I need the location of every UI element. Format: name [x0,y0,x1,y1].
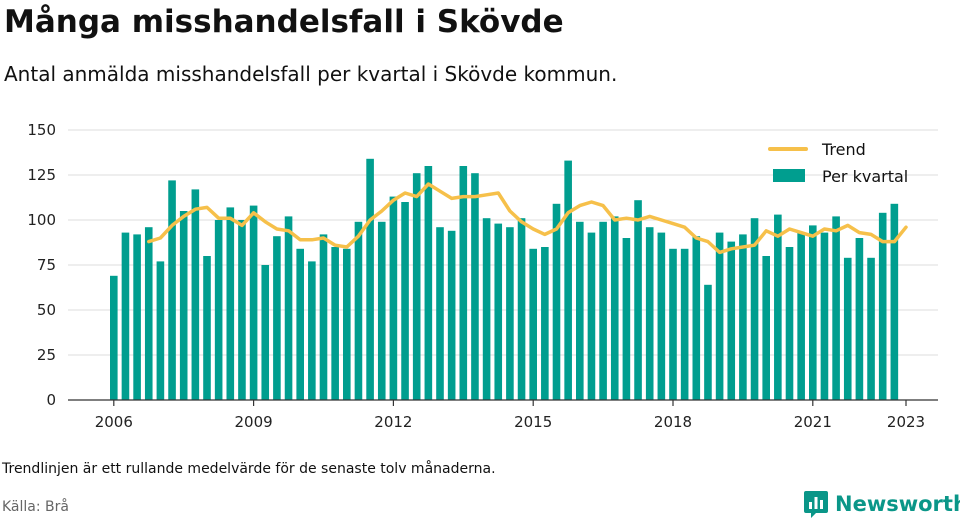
newsworthy-logo-icon [804,491,828,518]
bar [843,257,852,400]
bar [238,220,246,400]
chart-title: Många misshandelsfall i Skövde [4,4,564,40]
bar [610,216,619,400]
y-tick-label: 0 [46,391,56,409]
bar [412,173,421,400]
bar [296,248,304,400]
bar [890,203,899,400]
bars-per-kvartal [110,158,899,400]
bar [436,227,444,400]
y-tick-label: 25 [37,346,56,364]
bar [389,196,398,400]
bar [319,234,328,400]
bar [750,218,759,400]
bar [715,232,724,400]
bar [249,205,258,400]
bar [552,203,561,400]
bar [226,207,235,400]
bar [529,248,537,400]
bar [669,248,677,400]
bar [214,220,223,400]
x-tick-label: 2009 [235,413,273,431]
y-tick-label: 100 [27,211,56,229]
bar [517,218,526,400]
legend-bar-label: Per kvartal [822,167,908,186]
bar [599,221,607,400]
bar [506,227,514,400]
x-tick-label: 2006 [95,413,133,431]
bar [541,247,549,400]
bar [657,232,666,400]
bar [494,223,503,400]
bar [797,232,805,400]
bar [273,236,281,400]
bar [727,241,736,400]
legend-bar-swatch [773,169,805,182]
bar [482,218,491,400]
y-axis-ticks: 0 25 50 75 100 125 150 [27,121,56,409]
bar [179,211,188,400]
bar [261,265,270,400]
x-tick-label: 2015 [514,413,552,431]
trend-line [147,182,908,255]
legend: Trend Per kvartal [768,140,908,186]
x-axis-ticks: 2006 2009 2012 2015 2018 2021 2023 [95,400,925,431]
x-tick-label: 2023 [887,413,925,431]
bar [471,173,479,400]
bar [343,248,351,400]
bar [424,166,433,400]
bar [855,238,864,400]
bar [168,180,176,400]
y-tick-label: 75 [37,256,56,274]
bar [785,247,794,400]
bar [354,221,363,400]
bar [878,212,887,400]
chart-subtitle: Antal anmälda misshandelsfall per kvarta… [4,62,618,86]
brand-name: Newsworthy [835,492,960,516]
y-tick-label: 150 [27,121,56,139]
bar [645,227,654,400]
bar [809,225,817,400]
bar [564,160,572,400]
bar [774,214,782,400]
bar [144,227,153,400]
legend-trend-label: Trend [821,140,866,159]
y-tick-label: 125 [27,166,56,184]
bar [284,216,293,400]
bar [401,202,409,400]
bar [622,238,631,400]
bar [156,261,165,400]
bar [762,256,770,400]
bar [587,232,596,400]
bar [459,166,468,400]
bar [576,221,584,400]
bar [820,232,829,400]
bar [191,189,200,400]
bar [704,284,712,400]
brand-logo: Newsworthy [803,488,960,520]
bar [203,256,211,400]
source-label: Källa: Brå [2,499,69,515]
trend-line-layer [147,182,908,255]
bar [739,234,747,400]
bar [634,200,642,400]
footnote: Trendlinjen är ett rullande medelvärde f… [2,461,496,477]
y-tick-label: 50 [37,301,56,319]
bar [377,221,386,400]
bar [692,236,701,400]
bar [308,261,316,400]
bar [867,257,875,400]
bar [110,275,118,400]
bar [121,232,130,400]
bar [366,158,374,400]
bar [680,248,689,400]
x-tick-label: 2012 [374,413,412,431]
bar [832,216,840,400]
bar [331,247,339,400]
chart-area: 0 25 50 75 100 125 150 2006 2009 2012 2015 2018 202… [27,121,938,431]
x-tick-label: 2021 [794,413,832,431]
bar [133,234,141,400]
x-tick-label: 2018 [654,413,692,431]
bar [447,230,456,400]
